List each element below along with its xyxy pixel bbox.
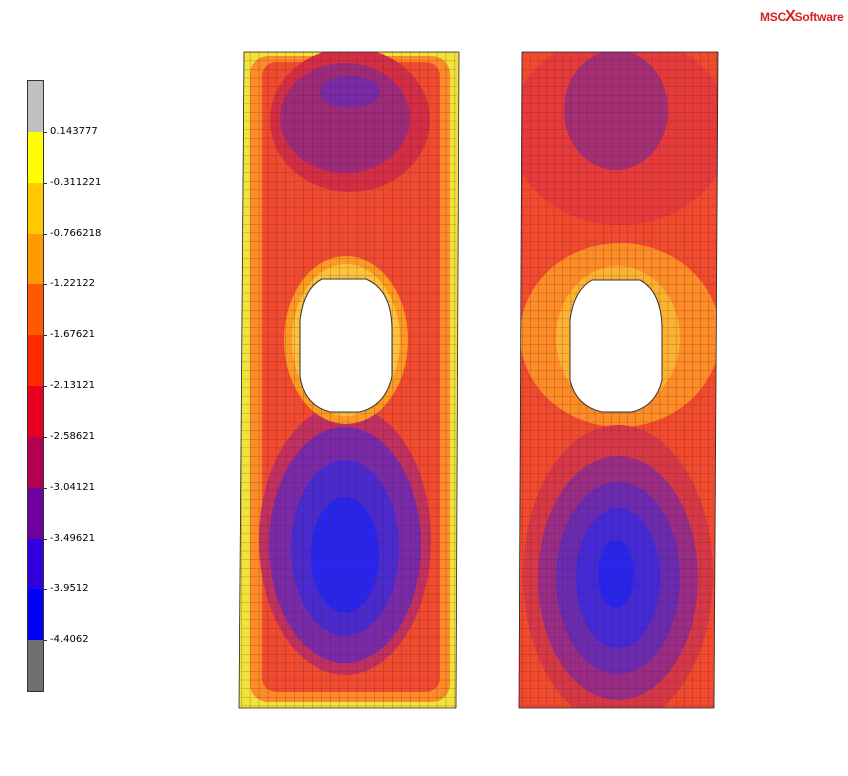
legend-label: -3.9512 (50, 583, 89, 595)
legend-color-segment (28, 640, 43, 692)
legend-color-segment (28, 335, 43, 387)
logo-text-left: MSC (760, 10, 787, 24)
legend-label: -2.13121 (50, 380, 95, 391)
left-cutout (299, 278, 393, 413)
legend-tick (43, 386, 47, 387)
logo-text-right: Software (794, 10, 844, 24)
legend-tick (43, 589, 47, 591)
legend-label: -0.311221 (50, 176, 102, 188)
right-cutout (569, 279, 663, 413)
legend-label: -3.04121 (50, 481, 95, 493)
legend-label: -1.67621 (50, 329, 95, 341)
legend-color-segment (28, 81, 43, 133)
logo-mark: X (785, 8, 796, 25)
legend-color-segment (28, 386, 43, 438)
legend-color-segment (28, 284, 43, 336)
legend-color-segment (28, 233, 43, 285)
legend-tick (43, 640, 47, 642)
legend-tick (43, 284, 47, 286)
legend-color-segment (28, 487, 43, 539)
legend-tick (43, 538, 47, 540)
legend-color-segment (28, 436, 43, 489)
legend-tick (43, 436, 47, 438)
legend-label: -4.4062 (50, 634, 89, 646)
color-legend-bar (28, 81, 43, 692)
legend-tick (43, 335, 47, 337)
legend-label: -0.766218 (50, 227, 102, 239)
legend-tick (43, 182, 47, 184)
legend-label: 0.143777 (50, 125, 98, 137)
legend-color-segment (28, 131, 43, 184)
legend-label: -3.49621 (50, 532, 95, 544)
legend-tick (43, 487, 47, 489)
legend-tick (43, 131, 47, 133)
msc-software-logo: MSCXSoftware (760, 8, 844, 26)
legend-color-segment (28, 538, 43, 590)
legend-color-segment (28, 182, 43, 234)
legend-color-segment (28, 589, 43, 641)
legend-label: -2.58621 (50, 430, 95, 442)
legend-tick (43, 233, 47, 235)
legend-label: -1.22122 (50, 278, 95, 290)
